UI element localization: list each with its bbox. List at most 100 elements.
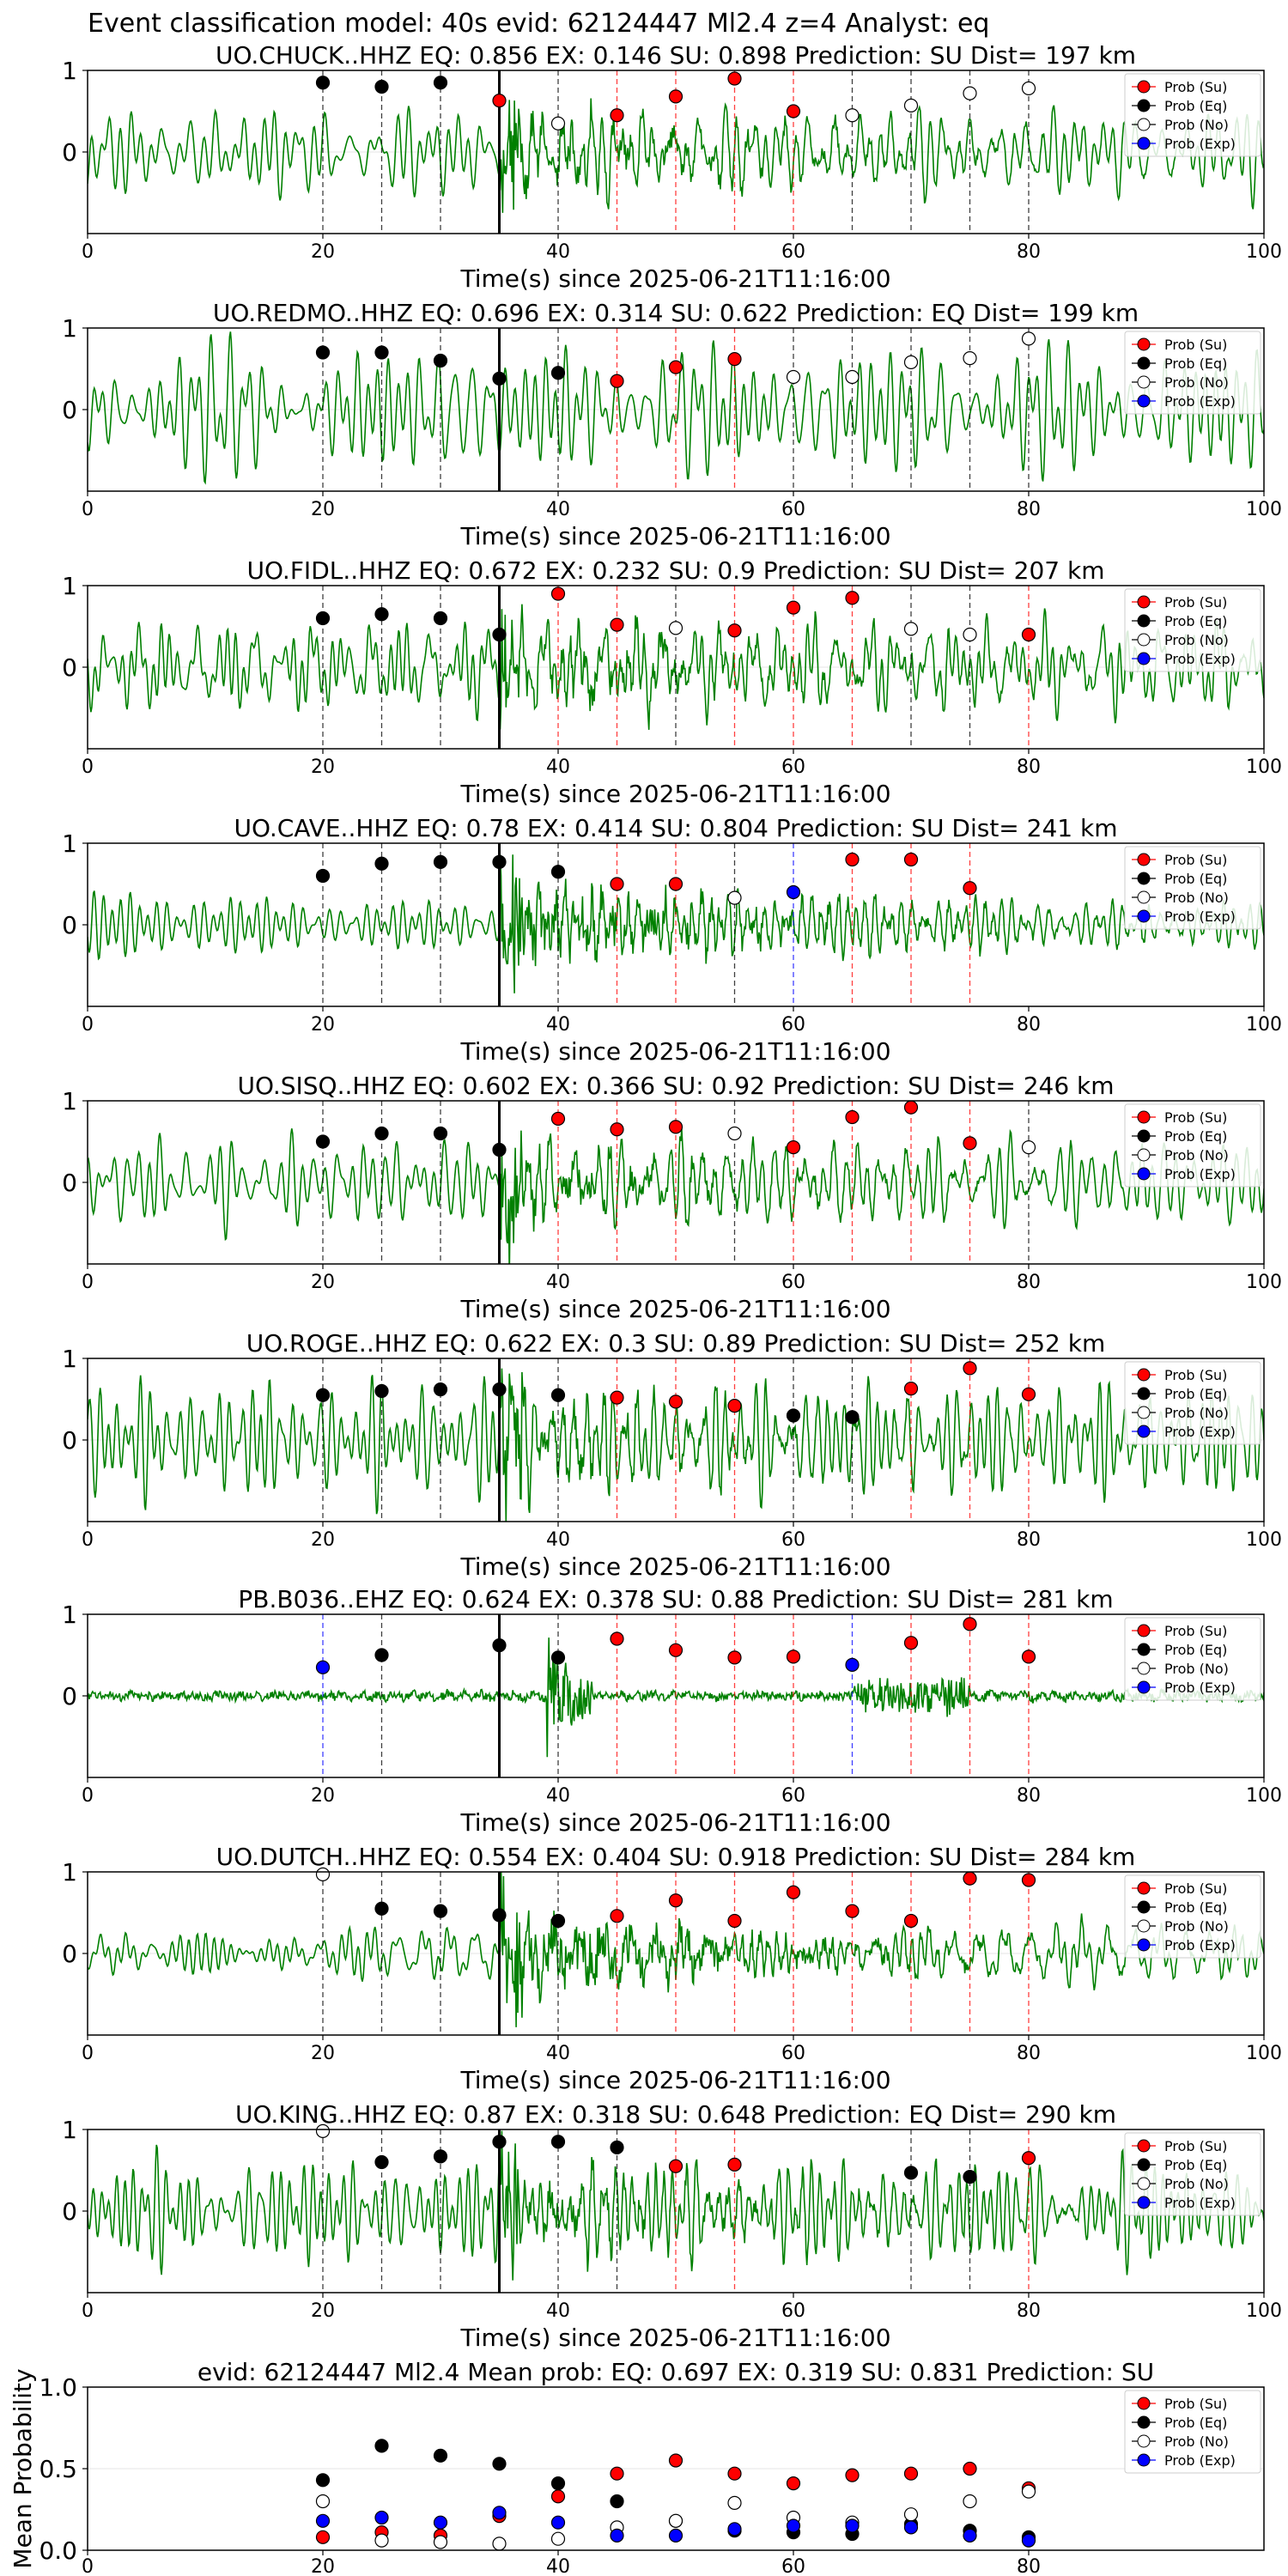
prob-marker-eq	[433, 76, 448, 90]
station-panel: PB.B036..EHZ EQ: 0.624 EX: 0.378 SU: 0.8…	[62, 1585, 1282, 1837]
x-tick-label: 40	[546, 756, 570, 778]
y-tick-label: 0	[62, 653, 77, 682]
x-tick-label: 80	[1017, 2300, 1041, 2322]
prob-marker-no	[550, 116, 566, 131]
legend-marker-no	[1137, 1919, 1151, 1933]
panel-title: UO.REDMO..HHZ EQ: 0.696 EX: 0.314 SU: 0.…	[213, 299, 1139, 327]
x-tick-label: 60	[781, 2300, 805, 2322]
legend: Prob (Su) Prob (Eq) Prob (No) Prob (Exp)	[1124, 73, 1261, 157]
legend-marker-su	[1137, 853, 1151, 866]
mean-marker-eq	[433, 2448, 448, 2463]
legend-frame	[1124, 73, 1261, 157]
x-tick-label: 0	[82, 1014, 94, 1036]
prob-marker-su	[963, 1871, 977, 1886]
legend-label: Prob (Su)	[1164, 852, 1227, 868]
panel-title: UO.KING..HHZ EQ: 0.87 EX: 0.318 SU: 0.64…	[235, 2100, 1116, 2129]
x-tick-label: 0	[82, 1785, 94, 1807]
mean-marker-eq	[315, 2473, 331, 2488]
x-tick-label: 40	[546, 1785, 570, 1807]
mean-marker-no	[374, 2533, 389, 2548]
x-tick-label: 100	[1246, 1272, 1282, 1293]
legend-marker-exp	[1137, 1425, 1151, 1438]
x-tick-label: 20	[311, 2556, 335, 2576]
legend-label: Prob (Eq)	[1164, 2415, 1227, 2431]
panel-title: UO.ROGE..HHZ EQ: 0.622 EX: 0.3 SU: 0.89 …	[246, 1329, 1105, 1358]
x-tick-label: 60	[781, 2556, 805, 2576]
mean-marker-exp	[492, 2506, 507, 2520]
prob-marker-no	[668, 621, 683, 635]
legend-marker-exp	[1137, 909, 1151, 923]
x-tick-label: 60	[781, 756, 805, 778]
prob-marker-su	[727, 1398, 742, 1413]
legend-label: Prob (Eq)	[1164, 871, 1227, 887]
legend: Prob (Su) Prob (Eq) Prob (No) Prob (Exp)	[1124, 331, 1261, 415]
mean-marker-su	[550, 2489, 566, 2504]
prob-marker-no	[786, 369, 801, 385]
prob-marker-su	[1021, 1387, 1036, 1401]
legend-label: Prob (Exp)	[1164, 1424, 1236, 1440]
prob-marker-eq	[433, 353, 448, 368]
x-tick-label: 80	[1017, 1785, 1041, 1807]
prob-marker-exp	[315, 1660, 331, 1674]
panel-title: UO.DUTCH..HHZ EQ: 0.554 EX: 0.404 SU: 0.…	[216, 1843, 1136, 1871]
prob-marker-eq	[315, 611, 331, 626]
x-tick-label: 20	[311, 241, 335, 263]
legend-marker-su	[1137, 1368, 1151, 1382]
mean-marker-exp	[786, 2518, 801, 2533]
mean-marker-exp	[845, 2518, 860, 2533]
y-tick-label: 1	[62, 1601, 77, 1629]
prob-marker-eq	[550, 865, 566, 879]
prob-marker-no	[1021, 1140, 1036, 1155]
legend-label: Prob (Su)	[1164, 337, 1227, 353]
x-tick-label: 20	[311, 1529, 335, 1551]
legend-label: Prob (Su)	[1164, 1109, 1227, 1126]
prob-marker-su	[610, 617, 624, 632]
prob-marker-no	[963, 351, 977, 366]
legend-marker-eq	[1137, 1900, 1151, 1914]
x-tick-label: 80	[1017, 241, 1041, 263]
legend-marker-eq	[1137, 2158, 1151, 2172]
prob-marker-eq	[433, 1382, 448, 1397]
legend-marker-exp	[1137, 1680, 1151, 1694]
legend-frame	[1124, 1361, 1261, 1445]
legend-label: Prob (No)	[1164, 1661, 1229, 1677]
prob-marker-no	[963, 86, 977, 100]
x-axis-label: Time(s) since 2025-06-21T11:16:00	[459, 1037, 890, 1066]
mean-marker-no	[492, 2537, 507, 2551]
x-axis-label: Time(s) since 2025-06-21T11:16:00	[459, 2324, 890, 2352]
x-tick-label: 80	[1017, 1014, 1041, 1036]
prob-marker-no	[845, 108, 860, 123]
x-tick-label: 0	[82, 2556, 94, 2576]
legend-marker-eq	[1137, 614, 1151, 628]
mean-marker-exp	[610, 2528, 624, 2543]
station-panel: UO.DUTCH..HHZ EQ: 0.554 EX: 0.404 SU: 0.…	[62, 1843, 1282, 2094]
prob-marker-eq	[315, 345, 331, 360]
x-tick-label: 40	[546, 2556, 570, 2576]
prob-marker-eq	[492, 854, 507, 869]
legend-marker-exp	[1137, 394, 1151, 408]
y-tick-label: 0	[62, 1426, 77, 1455]
legend-marker-no	[1137, 375, 1151, 389]
legend-label: Prob (No)	[1164, 2433, 1229, 2450]
mean-marker-exp	[550, 2515, 566, 2530]
prob-marker-su	[963, 881, 977, 896]
legend-label: Prob (Su)	[1164, 2396, 1227, 2412]
x-tick-label: 60	[781, 2043, 805, 2064]
prob-marker-eq	[492, 1142, 507, 1157]
prob-marker-su	[903, 1913, 919, 1929]
legend-marker-no	[1137, 1406, 1151, 1419]
legend-label: Prob (Eq)	[1164, 613, 1227, 629]
prob-marker-eq	[550, 1388, 566, 1402]
legend-marker-exp	[1137, 1938, 1151, 1952]
legend-marker-su	[1137, 1881, 1151, 1895]
x-tick-label: 100	[1246, 499, 1282, 520]
mean-marker-no	[727, 2495, 742, 2510]
mean-marker-exp	[374, 2510, 389, 2525]
mean-legend: Prob (Su) Prob (Eq) Prob (No) Prob (Exp)	[1124, 2390, 1261, 2474]
station-panel: UO.CAVE..HHZ EQ: 0.78 EX: 0.414 SU: 0.80…	[62, 814, 1282, 1066]
legend-frame	[1124, 2390, 1261, 2474]
legend-marker-exp	[1137, 137, 1151, 150]
prob-marker-eq	[433, 611, 448, 626]
legend-label: Prob (No)	[1164, 117, 1229, 133]
